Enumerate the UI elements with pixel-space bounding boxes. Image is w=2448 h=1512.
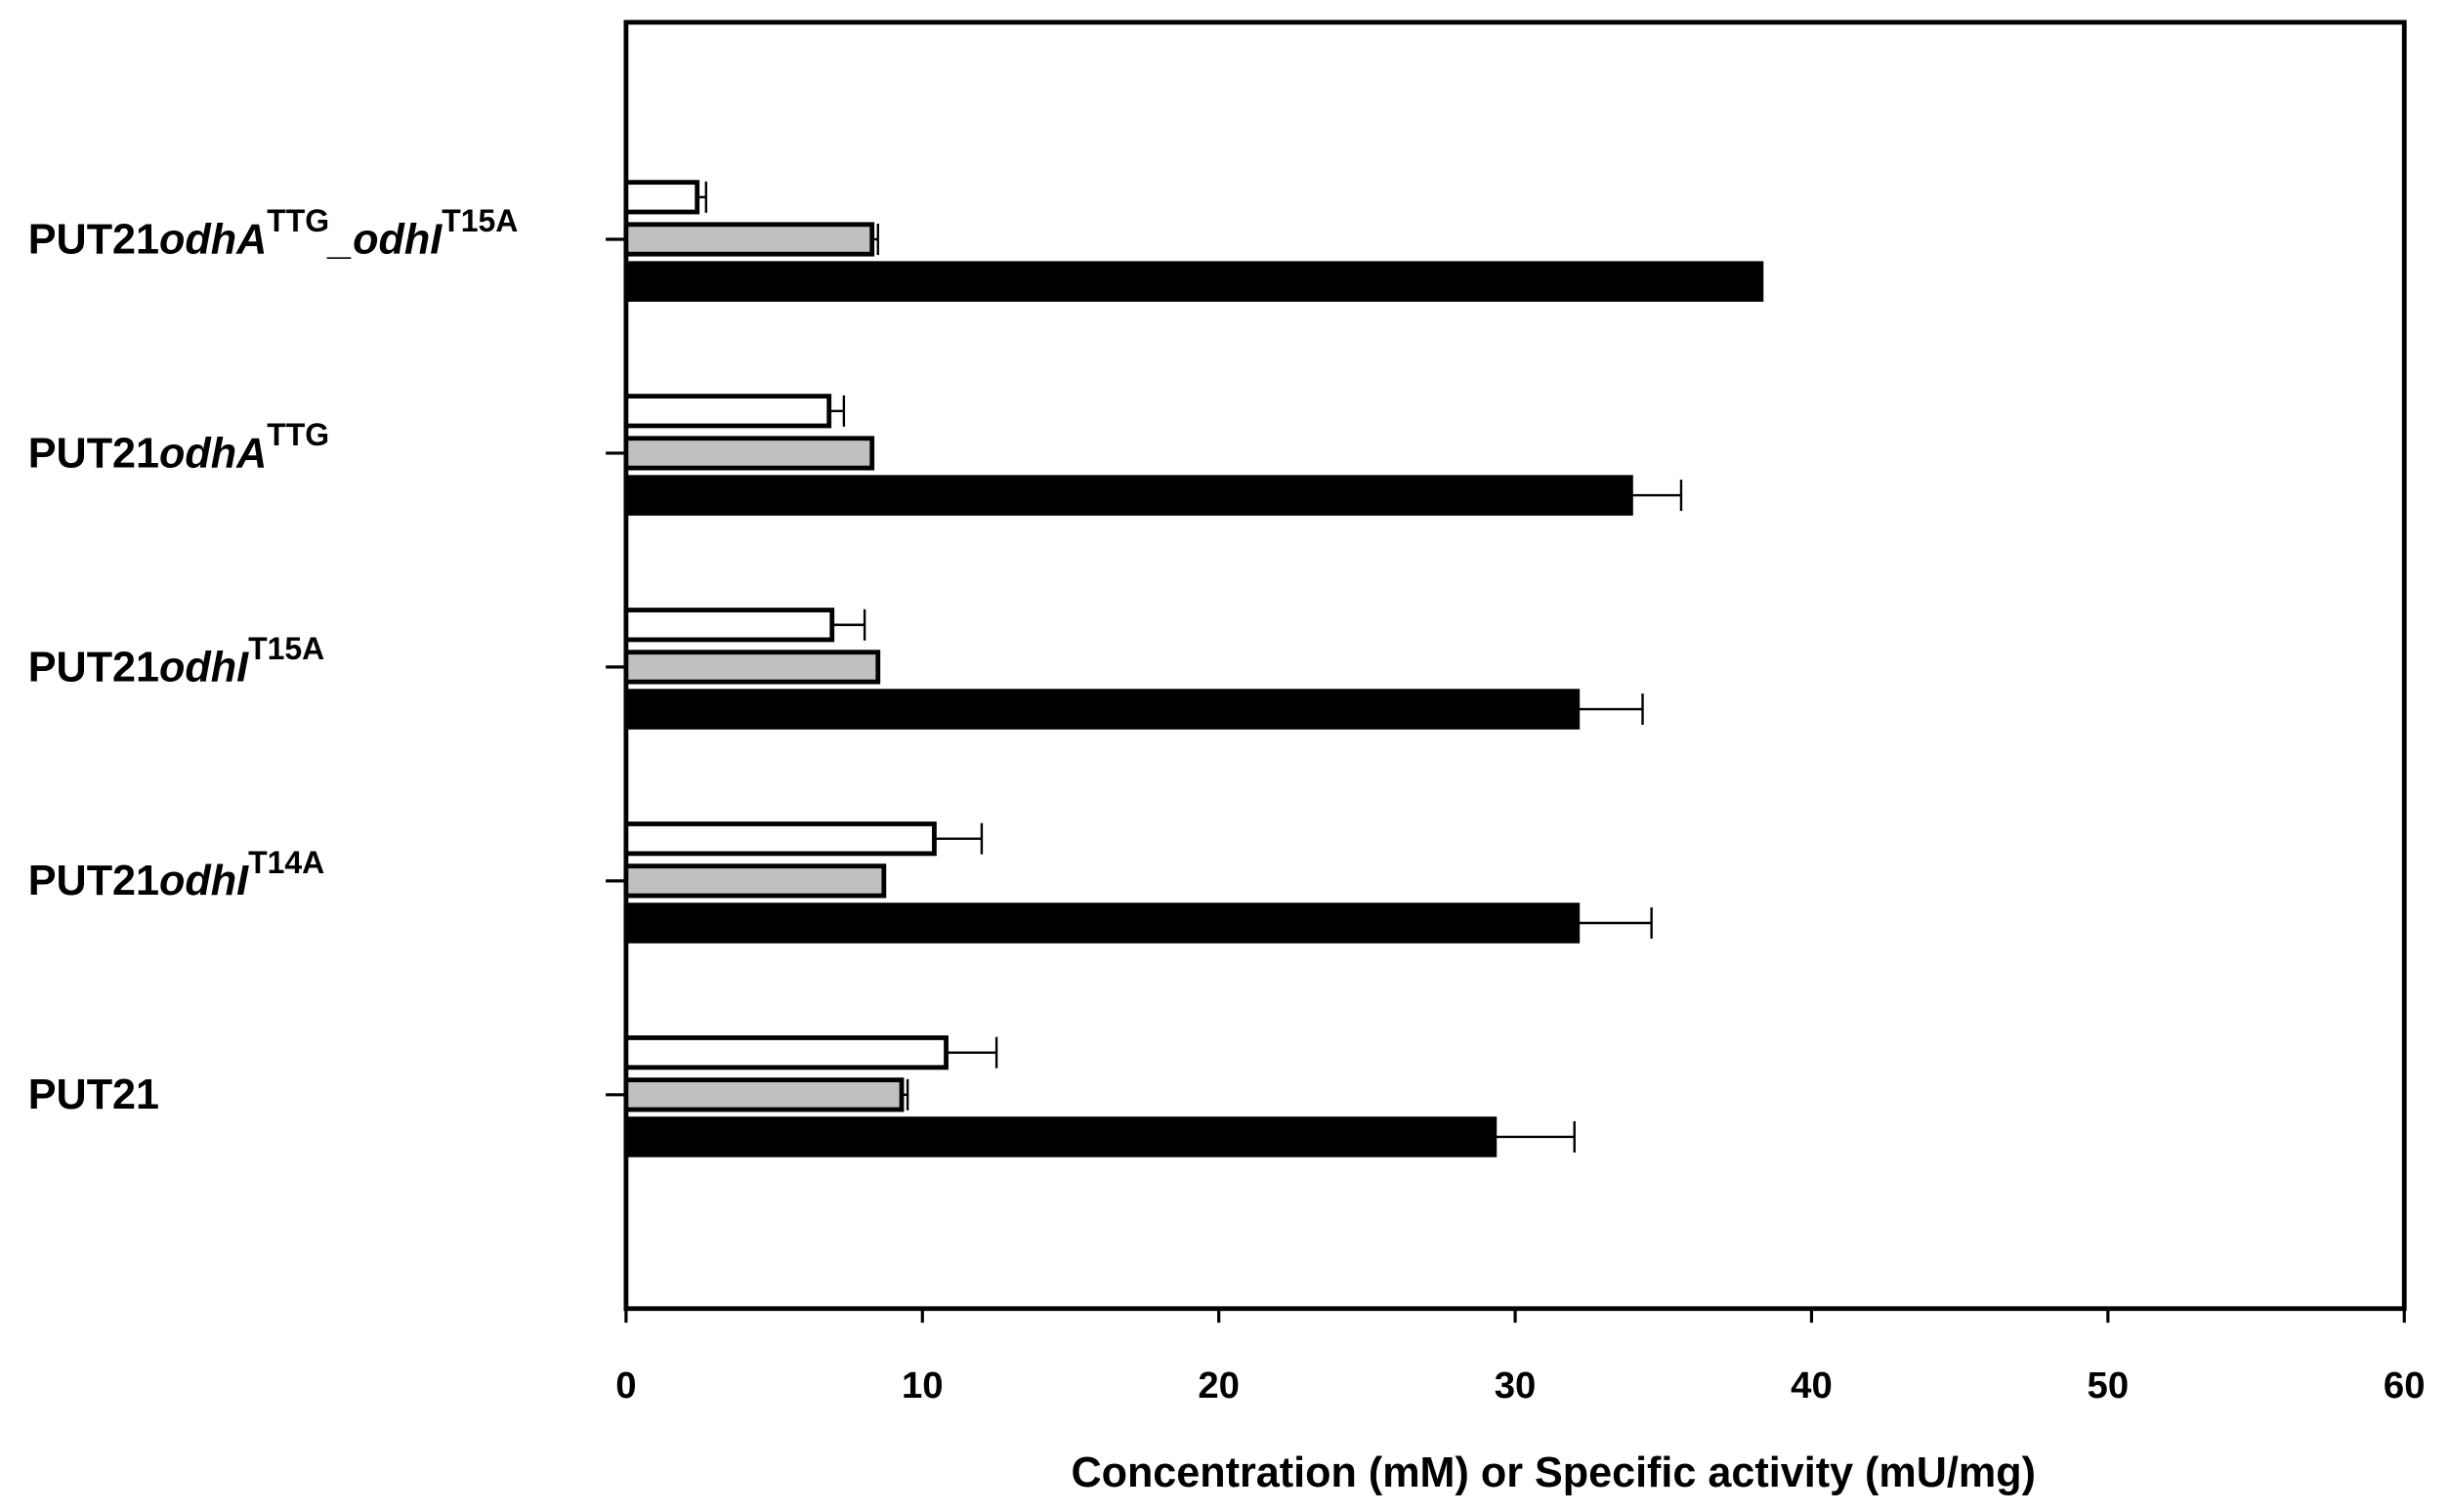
- bar: [623, 180, 700, 215]
- bar: [623, 650, 881, 685]
- label-part: odhA: [159, 216, 267, 263]
- bar: [623, 222, 875, 257]
- bar: [623, 903, 1581, 944]
- label-part: odhI: [159, 858, 249, 904]
- x-tick-label: 20: [1198, 1365, 1240, 1407]
- bar: [623, 689, 1581, 730]
- x-tick-label: 0: [615, 1365, 636, 1407]
- label-part: odhI: [159, 644, 249, 691]
- bar: [623, 1077, 905, 1113]
- y-tick-label: PUT21odhATTG_odhIT15A: [28, 203, 519, 263]
- y-tick-label: PUT21: [28, 1071, 159, 1118]
- label-part: T14A: [248, 845, 324, 880]
- label-part: PUT21: [28, 644, 159, 691]
- x-tick-label: 50: [2088, 1365, 2130, 1407]
- label-part: PUT21: [28, 1071, 159, 1118]
- label-part: T15A: [442, 203, 518, 238]
- label-part: TTG: [267, 203, 329, 238]
- x-tick-label: 30: [1495, 1365, 1537, 1407]
- label-part: PUT21: [28, 858, 159, 904]
- bar: [623, 394, 832, 429]
- x-tick-label: 60: [2384, 1365, 2426, 1407]
- x-tick-label: 10: [902, 1365, 944, 1407]
- y-tick-label: PUT21odhATTG: [28, 417, 329, 477]
- plot-frame: [623, 20, 2407, 1312]
- label-part: odhA: [159, 430, 267, 477]
- label-part: T15A: [248, 631, 324, 666]
- bar: [623, 863, 887, 899]
- bar: [623, 475, 1633, 516]
- bar: [623, 1116, 1498, 1157]
- bar: [623, 608, 835, 643]
- bar: [623, 261, 1764, 302]
- bar: [623, 436, 875, 471]
- x-tick-label: 40: [1791, 1365, 1833, 1407]
- y-tick-label: PUT21odhIT14A: [28, 845, 324, 904]
- label-part: _odhI: [326, 216, 443, 263]
- bar: [623, 1035, 949, 1071]
- label-part: PUT21: [28, 216, 159, 263]
- x-axis-title: Concentration (mM) or Specific activity …: [1071, 1449, 2036, 1496]
- bar: [623, 821, 937, 857]
- label-part: TTG: [267, 417, 329, 452]
- y-tick-label: PUT21odhIT15A: [28, 631, 324, 691]
- label-part: PUT21: [28, 430, 159, 477]
